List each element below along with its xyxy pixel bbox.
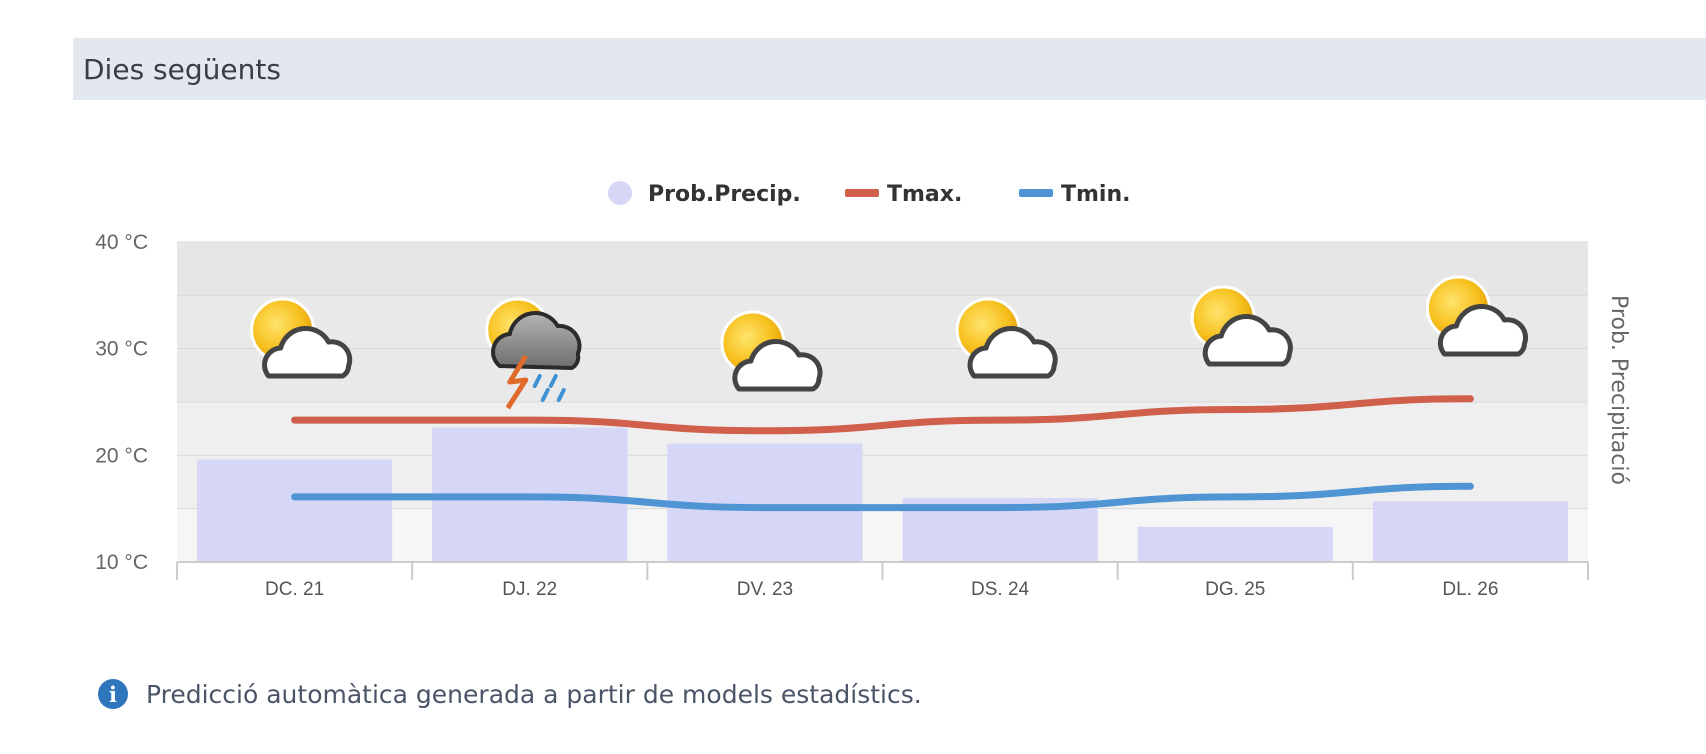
legend-item[interactable]: Tmax. <box>845 182 962 207</box>
x-axis-tick-label: DJ. 22 <box>502 579 557 600</box>
tmin-line <box>291 482 1474 512</box>
plot-band <box>177 508 1588 562</box>
precip-bar <box>1137 526 1333 562</box>
section-title: Dies següents <box>83 52 281 86</box>
legend-label: Tmin. <box>1061 182 1131 207</box>
y-axis-tick-label: 10 °C <box>95 551 148 574</box>
partly-cloudy-icon <box>250 297 353 379</box>
tmax-line <box>291 395 1474 435</box>
precip-bar <box>197 459 393 562</box>
forecast-chart: DC. 21 DJ. 22 DV. 23 DS. 24 DG. 25 DL. 26 40 °… <box>95 181 1631 600</box>
legend-marker <box>845 189 879 197</box>
y-axis-tick-label: 40 °C <box>95 231 148 254</box>
rain-drop-shape <box>532 374 542 388</box>
y-axis-tick-label: 30 °C <box>95 338 148 361</box>
rain-drop-shape <box>540 388 550 402</box>
legend-item[interactable]: Tmin. <box>1019 182 1131 207</box>
info-icon: i <box>98 679 128 709</box>
section-header: Dies següents <box>73 38 1706 100</box>
cloud-shape <box>1202 313 1293 367</box>
storm-cloud-shape <box>491 311 582 371</box>
partly-cloudy-icon <box>1425 275 1529 357</box>
x-axis-tick-label: DC. 21 <box>265 579 324 600</box>
thunderstorm-rain-icon <box>485 297 582 410</box>
x-axis-tick-label: DS. 24 <box>971 579 1030 600</box>
partly-cloudy-icon <box>955 297 1058 379</box>
x-axis-tick-label: DG. 25 <box>1205 579 1265 600</box>
legend-label: Prob.Precip. <box>648 182 801 207</box>
plot-band <box>177 242 1588 296</box>
rain-drop-shape <box>548 374 558 388</box>
info-note: i Predicció automàtica generada a partir… <box>98 677 922 711</box>
right-axis-title: Prob. Precipitació <box>1606 295 1631 485</box>
legend-marker <box>608 181 632 205</box>
partly-cloudy-icon <box>720 310 823 392</box>
cloud-shape <box>262 325 353 379</box>
precip-bar <box>1372 501 1568 562</box>
x-axis-tick-label: DV. 23 <box>737 579 793 600</box>
rain-drop-shape <box>556 388 566 402</box>
lightning-shape <box>505 354 529 410</box>
legend-label: Tmax. <box>887 182 962 207</box>
x-axis-tick-label: DL. 26 <box>1442 579 1498 600</box>
legend-marker <box>1019 189 1053 197</box>
legend-item[interactable]: Prob.Precip. <box>608 181 801 207</box>
cloud-shape <box>1437 303 1529 357</box>
y-axis-tick-label: 20 °C <box>95 444 148 467</box>
info-note-text: Predicció automàtica generada a partir d… <box>146 679 922 709</box>
partly-cloudy-icon <box>1190 285 1293 367</box>
cloud-shape <box>732 338 823 392</box>
cloud-shape <box>967 325 1058 379</box>
